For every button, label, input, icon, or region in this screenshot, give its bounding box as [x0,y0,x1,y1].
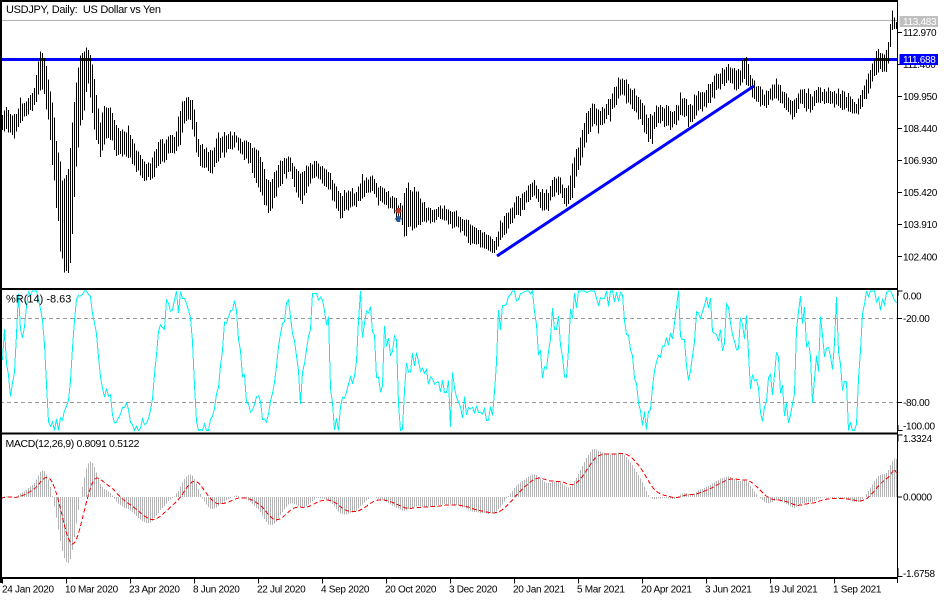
svg-text:19 Jul 2021: 19 Jul 2021 [769,585,818,596]
svg-text:4 Sep 2020: 4 Sep 2020 [321,585,370,596]
svg-text:-20.00: -20.00 [903,314,930,325]
svg-text:1.3324: 1.3324 [903,434,933,445]
svg-text:-1.6758: -1.6758 [903,569,936,580]
svg-text:103.910: 103.910 [903,220,938,231]
svg-text:USDJPY, Daily: US Dollar vs Y: USDJPY, Daily: US Dollar vs Yen [6,4,161,16]
svg-text:24 Jan 2020: 24 Jan 2020 [2,585,54,596]
svg-text:3 Dec 2020: 3 Dec 2020 [449,585,498,596]
svg-text:106.930: 106.930 [903,156,938,167]
svg-text:-100.00: -100.00 [903,421,936,432]
svg-text:20 Apr 2021: 20 Apr 2021 [641,585,692,596]
svg-text:0.00: 0.00 [903,292,922,303]
svg-text:111.460: 111.460 [903,60,936,71]
svg-text:10 Mar 2020: 10 Mar 2020 [65,585,119,596]
svg-text:3 Jun 2021: 3 Jun 2021 [705,585,752,596]
svg-text:22 Jul 2020: 22 Jul 2020 [257,585,306,596]
svg-text:8 Jun 2020: 8 Jun 2020 [193,585,240,596]
svg-text:111.688: 111.688 [903,55,936,66]
svg-text:0.0000: 0.0000 [903,493,933,504]
svg-text:1 Sep 2021: 1 Sep 2021 [833,585,882,596]
svg-text:109.950: 109.950 [903,92,938,103]
svg-text:-80.00: -80.00 [903,398,930,409]
svg-text:20 Jan 2021: 20 Jan 2021 [513,585,565,596]
svg-text:20 Oct 2020: 20 Oct 2020 [385,585,437,596]
svg-text:%R(14) -8.63: %R(14) -8.63 [6,294,71,306]
svg-text:112.970: 112.970 [903,28,937,39]
svg-text:23 Apr 2020: 23 Apr 2020 [129,585,180,596]
svg-text:102.400: 102.400 [903,252,938,263]
svg-text:5 Mar 2021: 5 Mar 2021 [577,585,625,596]
svg-text:108.440: 108.440 [903,124,938,135]
svg-text:105.420: 105.420 [903,188,938,199]
svg-text:113.483: 113.483 [903,17,937,28]
svg-text:MACD(12,26,9) 0.8091 0.5122: MACD(12,26,9) 0.8091 0.5122 [6,438,140,450]
